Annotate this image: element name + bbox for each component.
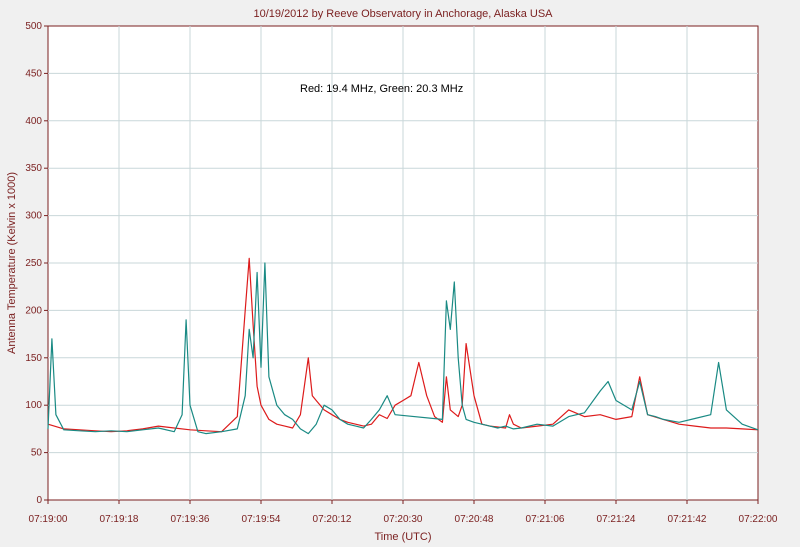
- series-line-green: [47, 262, 759, 435]
- x-tick-label: 07:19:54: [242, 514, 281, 525]
- series-annotation: Red: 19.4 MHz, Green: 20.3 MHz: [300, 83, 463, 95]
- x-tick-label: 07:21:06: [526, 514, 565, 525]
- y-tick-label: 150: [25, 353, 42, 364]
- x-tick-label: 07:20:12: [313, 514, 352, 525]
- x-tick-label: 07:21:24: [597, 514, 636, 525]
- y-axis-label: Antenna Temperature (Kelvin x 1000): [6, 172, 18, 354]
- x-tick-label: 07:19:00: [29, 514, 68, 525]
- y-tick-label: 350: [25, 163, 42, 174]
- y-tick-label: 100: [25, 400, 42, 411]
- chart-title: 10/19/2012 by Reeve Observatory in Ancho…: [253, 8, 553, 20]
- gridlines: [48, 26, 758, 500]
- x-tick-label: 07:21:42: [668, 514, 707, 525]
- x-tick-label: 07:19:18: [100, 514, 139, 525]
- series-layer: [47, 257, 759, 435]
- y-tick-label: 250: [25, 258, 42, 269]
- x-tick-label: 07:19:36: [171, 514, 210, 525]
- y-axis-ticks: 0 50 100 150 200 250 300 350 400 450 500: [25, 21, 48, 506]
- x-tick-label: 07:20:48: [455, 514, 494, 525]
- y-tick-label: 450: [25, 68, 42, 79]
- y-tick-label: 400: [25, 116, 42, 127]
- y-tick-label: 500: [25, 21, 42, 32]
- x-tick-label: 07:22:00: [739, 514, 778, 525]
- x-axis-label: Time (UTC): [374, 531, 431, 543]
- y-tick-label: 300: [25, 211, 42, 222]
- y-tick-label: 0: [36, 495, 42, 506]
- y-tick-label: 200: [25, 305, 42, 316]
- series-line-red: [47, 257, 759, 433]
- x-axis-ticks: 07:19:00 07:19:18 07:19:36 07:19:54 07:20:12…: [29, 500, 778, 525]
- y-tick-label: 50: [31, 448, 43, 459]
- x-tick-label: 07:20:30: [384, 514, 423, 525]
